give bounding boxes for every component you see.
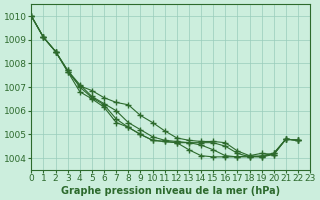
X-axis label: Graphe pression niveau de la mer (hPa): Graphe pression niveau de la mer (hPa) xyxy=(61,186,280,196)
